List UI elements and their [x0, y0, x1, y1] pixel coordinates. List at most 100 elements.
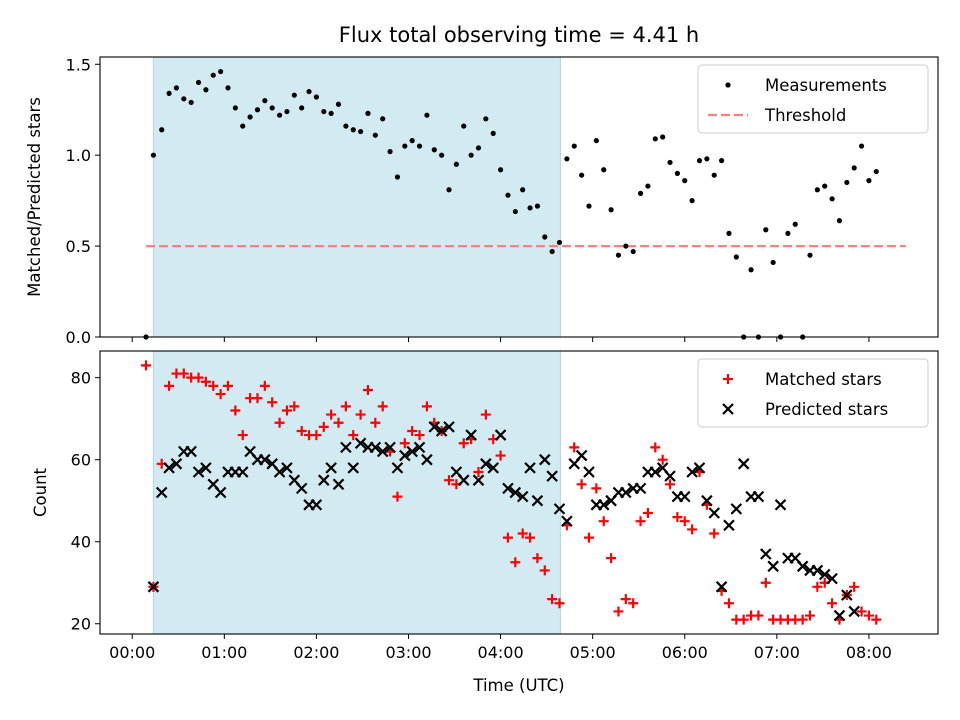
data-point — [181, 96, 187, 102]
data-point — [236, 466, 249, 478]
data-point — [391, 462, 404, 474]
data-point — [192, 466, 205, 478]
data-point — [173, 85, 180, 91]
data-point — [579, 172, 585, 178]
data-point — [827, 598, 838, 609]
data-point — [667, 159, 673, 166]
data-point — [792, 221, 798, 227]
data-point — [829, 196, 835, 202]
data-point — [494, 429, 507, 441]
data-point — [505, 192, 511, 198]
data-point — [796, 560, 809, 573]
data-point — [678, 490, 691, 503]
data-point — [259, 453, 271, 466]
data-point — [210, 72, 216, 78]
data-point — [509, 486, 522, 499]
data-point — [723, 598, 734, 609]
data-point — [564, 156, 570, 162]
data-point — [225, 85, 231, 91]
data-point — [814, 187, 820, 193]
data-point — [807, 252, 813, 258]
data-point — [726, 230, 732, 236]
data-point — [237, 430, 248, 441]
data-point — [686, 466, 698, 478]
data-point — [185, 445, 197, 458]
data-point — [593, 138, 599, 144]
data-point — [310, 499, 323, 511]
data-point — [372, 132, 378, 138]
top-panel: 0.0 0.5 1.0 1.5 Matched/Predicted stars Measu… — [25, 55, 939, 347]
data-point — [818, 568, 831, 581]
data-point — [532, 553, 543, 564]
series-matched-stars — [141, 360, 882, 625]
data-point — [682, 178, 688, 184]
legend-item: Measurements — [725, 76, 887, 95]
data-point — [760, 548, 772, 560]
data-point — [218, 68, 224, 75]
data-point — [407, 425, 418, 436]
data-point — [328, 110, 334, 116]
data-point — [480, 409, 491, 420]
x-axis-label: Time (UTC) — [472, 676, 564, 695]
x-tick-label: 00:00 — [109, 643, 155, 662]
data-point — [318, 421, 329, 432]
x-tick-label: 01:00 — [201, 643, 247, 662]
data-point — [608, 207, 614, 213]
data-point — [597, 499, 610, 511]
data-point — [601, 167, 607, 173]
data-point — [760, 577, 771, 588]
data-point — [863, 610, 874, 621]
data-point — [634, 482, 647, 495]
data-point — [232, 105, 238, 111]
data-point — [510, 557, 521, 568]
data-point — [649, 466, 662, 478]
data-point — [313, 94, 320, 100]
data-point — [446, 187, 452, 193]
data-point — [512, 208, 518, 215]
data-point — [502, 482, 514, 495]
data-point — [660, 134, 666, 140]
data-point — [365, 110, 371, 116]
data-point — [665, 479, 676, 490]
data-point — [752, 490, 765, 503]
data-point — [591, 483, 602, 494]
data-point — [392, 491, 403, 502]
legend-item: Matched stars — [723, 370, 882, 389]
data-point — [575, 449, 588, 462]
series-predicted-stars — [147, 421, 860, 622]
data-point — [553, 503, 566, 515]
data-point — [748, 267, 754, 273]
observing-interval-shade — [152, 350, 561, 635]
data-point — [306, 88, 312, 95]
data-point — [163, 462, 175, 474]
data-point — [623, 243, 629, 249]
data-point — [606, 553, 617, 564]
y-axis-label: Count — [31, 467, 50, 517]
data-point — [709, 528, 720, 539]
data-point — [296, 425, 307, 436]
legend-frame — [697, 64, 929, 134]
data-point — [354, 437, 367, 450]
data-point — [615, 252, 622, 258]
y-tick-label: 40 — [71, 533, 91, 552]
legend-marker-dot — [725, 82, 731, 88]
data-point — [495, 450, 506, 461]
data-point — [215, 389, 226, 400]
data-point — [849, 581, 860, 592]
data-point — [269, 105, 275, 111]
data-point — [583, 532, 594, 543]
data-point — [295, 482, 308, 495]
data-point — [150, 152, 157, 158]
y-axis-label: Matched/Predicted stars — [25, 97, 44, 297]
data-point — [811, 564, 824, 577]
data-point — [362, 384, 373, 395]
legend-label: Threshold — [764, 106, 846, 125]
data-point — [321, 108, 327, 115]
data-point — [723, 519, 735, 532]
data-point — [738, 614, 749, 625]
data-point — [394, 174, 401, 180]
data-point — [195, 79, 202, 86]
data-point — [657, 454, 668, 465]
data-point — [598, 516, 609, 527]
data-point — [502, 532, 513, 543]
